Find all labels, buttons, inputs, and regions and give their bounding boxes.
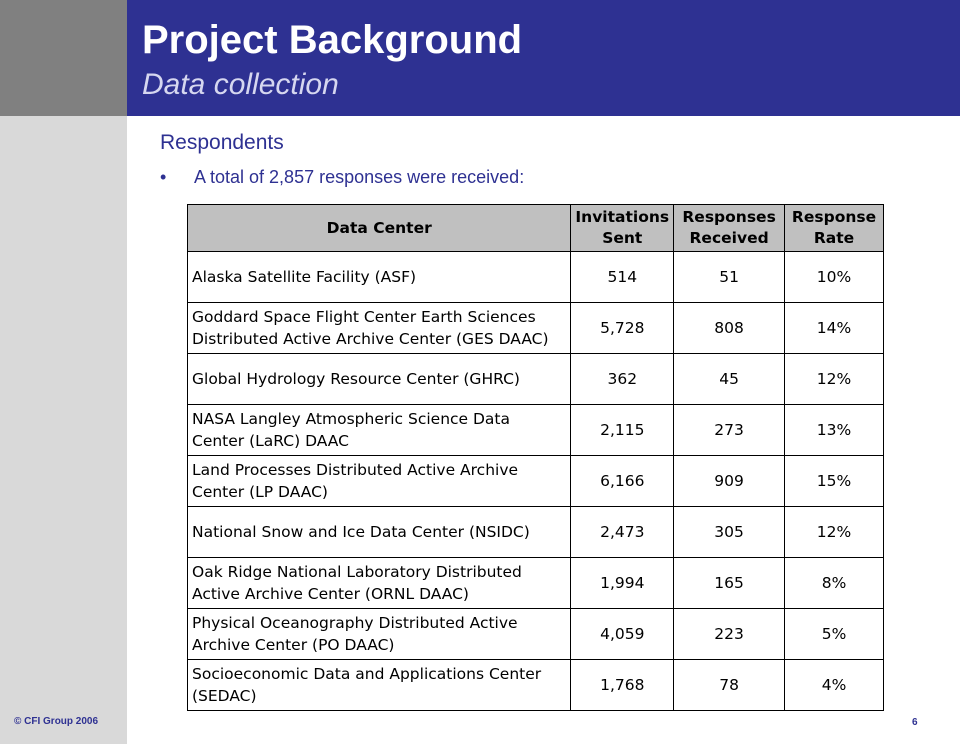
cell-responses-received: 808 [673, 302, 786, 354]
slide-subtitle: Data collection [142, 68, 339, 101]
cell-response-rate: 15% [784, 455, 884, 507]
cell-response-rate: 5% [784, 608, 884, 660]
cell-responses-received: 78 [673, 659, 786, 711]
slide-title: Project Background [142, 18, 523, 62]
table-row: Oak Ridge National Laboratory Distribute… [186, 557, 884, 609]
cell-responses-received: 45 [673, 353, 786, 405]
cell-response-rate: 12% [784, 506, 884, 558]
cell-responses-received: 273 [673, 404, 786, 456]
table-row: Land Processes Distributed Active Archiv… [186, 455, 884, 507]
cell-invitations-sent: 2,473 [570, 506, 675, 558]
sidebar-panel [0, 0, 127, 744]
cell-responses-received: 305 [673, 506, 786, 558]
section-heading: Respondents [160, 131, 284, 154]
table-row: NASA Langley Atmospheric Science Data Cen… [186, 404, 884, 456]
data-center-table: Data Center Invitations Sent Responses Rec… [186, 204, 884, 711]
table-row: Global Hydrology Resource Center (GHRC) 3… [186, 353, 884, 405]
cell-response-rate: 14% [784, 302, 884, 354]
cell-invitations-sent: 514 [570, 251, 675, 303]
cell-invitations-sent: 1,768 [570, 659, 675, 711]
table-row: National Snow and Ice Data Center (NSIDC… [186, 506, 884, 558]
cell-data-center: National Snow and Ice Data Center (NSIDC… [186, 506, 572, 558]
header-bar [127, 0, 960, 116]
cell-data-center: Global Hydrology Resource Center (GHRC) [186, 353, 572, 405]
table-row: Goddard Space Flight Center Earth Scienc… [186, 302, 884, 354]
bullet-marker: • [160, 167, 167, 187]
header-responses-received: Responses Received [673, 204, 786, 252]
cell-responses-received: 223 [673, 608, 786, 660]
cell-invitations-sent: 362 [570, 353, 675, 405]
table-row: Alaska Satellite Facility (ASF) 514 51 10% [186, 251, 884, 303]
cell-invitations-sent: 2,115 [570, 404, 675, 456]
cell-response-rate: 10% [784, 251, 884, 303]
cell-invitations-sent: 1,994 [570, 557, 675, 609]
page-number: 6 [912, 717, 918, 728]
table-row: Socioeconomic Data and Applications Cent… [186, 659, 884, 711]
table-header-row: Data Center Invitations Sent Responses Rec… [186, 204, 884, 252]
sidebar-top-block [0, 0, 127, 116]
header-response-rate: Response Rate [784, 204, 884, 252]
cell-responses-received: 165 [673, 557, 786, 609]
cell-invitations-sent: 5,728 [570, 302, 675, 354]
cell-response-rate: 13% [784, 404, 884, 456]
cell-invitations-sent: 4,059 [570, 608, 675, 660]
cell-data-center: Oak Ridge National Laboratory Distribute… [186, 557, 572, 609]
cell-response-rate: 12% [784, 353, 884, 405]
cell-data-center: Physical Oceanography Distributed Active… [186, 608, 572, 660]
cell-data-center: Land Processes Distributed Active Archiv… [186, 455, 572, 507]
cell-data-center: Goddard Space Flight Center Earth Scienc… [186, 302, 572, 354]
footer-copyright: © CFI Group 2006 [14, 716, 99, 727]
header-invitations-sent: Invitations Sent [570, 204, 675, 252]
cell-data-center: NASA Langley Atmospheric Science Data Cen… [186, 404, 572, 456]
cell-data-center: Alaska Satellite Facility (ASF) [186, 251, 572, 303]
bullet-item: • A total of 2,857 responses were receive… [160, 167, 524, 188]
bullet-text: A total of 2,857 responses were received… [194, 167, 525, 187]
cell-responses-received: 51 [673, 251, 786, 303]
cell-response-rate: 4% [784, 659, 884, 711]
table-row: Physical Oceanography Distributed Active… [186, 608, 884, 660]
cell-invitations-sent: 6,166 [570, 455, 675, 507]
cell-data-center: Socioeconomic Data and Applications Cent… [186, 659, 572, 711]
cell-response-rate: 8% [784, 557, 884, 609]
header-data-center: Data Center [186, 204, 572, 252]
cell-responses-received: 909 [673, 455, 786, 507]
